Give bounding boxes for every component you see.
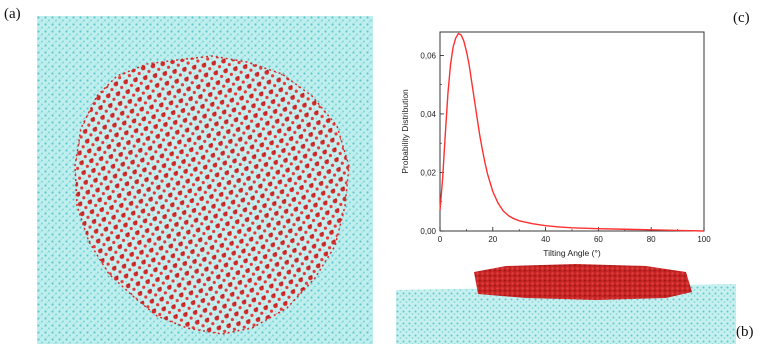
x-tick-label: 60 [594, 235, 603, 244]
x-tick-label: 40 [541, 235, 550, 244]
x-tick-label: 20 [488, 235, 497, 244]
top-view-snapshot [37, 16, 373, 344]
water-slab [396, 284, 736, 344]
tilting-angle-chart: 0 20 40 60 80 100 0,00 0,02 0,04 0,06 Tilting Angl… [400, 31, 711, 258]
panel-label-c: (c) [733, 10, 750, 26]
panel-label-b: (b) [736, 324, 754, 340]
distribution-curve [439, 32, 705, 232]
side-view-snapshot [396, 264, 736, 344]
x-axis-title: Tilting Angle (°) [543, 248, 601, 258]
x-tick-label: 80 [647, 235, 656, 244]
panel-label-a: (a) [4, 6, 21, 22]
y-tick-label: 0,02 [420, 168, 436, 177]
y-tick-label: 0,00 [420, 227, 436, 236]
x-tick-label: 0 [438, 235, 443, 244]
molecule-island [74, 55, 350, 335]
y-tick-label: 0,06 [420, 51, 436, 60]
y-axis-title: Probability Distribution [400, 89, 410, 174]
molecule-layer [474, 264, 692, 300]
y-tick-label: 0,04 [420, 110, 436, 119]
x-tick-label: 100 [697, 235, 711, 244]
